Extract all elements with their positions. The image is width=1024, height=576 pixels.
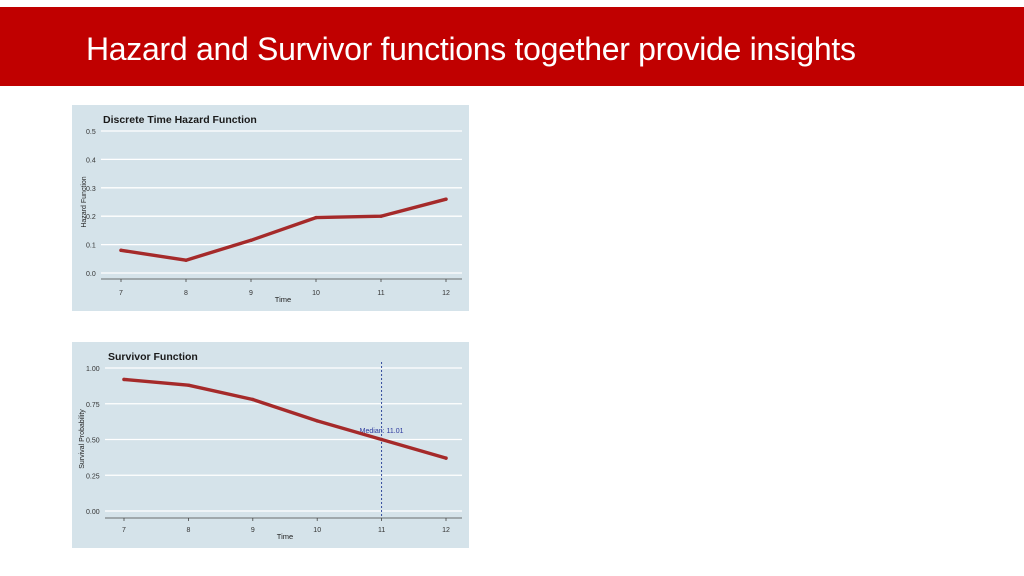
- survivor-median-label: Median: 11.01: [360, 428, 404, 435]
- hazard-data-point: [119, 248, 123, 252]
- survivor-data-point: [251, 397, 255, 402]
- survivor-x-tick-label: 11: [378, 527, 385, 534]
- hazard-data-point: [379, 214, 383, 218]
- survivor-x-tick-label: 10: [313, 527, 321, 534]
- hazard-x-tick-label: 12: [442, 290, 450, 297]
- survivor-y-tick-label: 0.25: [86, 473, 100, 480]
- survivor-x-tick-label: 9: [251, 527, 255, 534]
- hazard-y-tick-label: 0.1: [86, 243, 96, 250]
- hazard-data-point: [184, 258, 188, 262]
- hazard-x-tick-label: 7: [119, 290, 123, 297]
- hazard-background: [72, 105, 469, 311]
- survivor-data-point: [315, 419, 319, 423]
- survivor-y-tick-label: 1.00: [86, 366, 100, 373]
- survivor-x-tick-label: 7: [122, 527, 126, 534]
- survivor-chart: 0.00 0.25 0.50 0.75 1.00 7 8 9 10 11 12 Survivor Fu…: [72, 342, 469, 548]
- survivor-x-tick-label: 12: [442, 527, 450, 534]
- hazard-chart: 0.0 0.1 0.2 0.3 0.4 0.5 7 8 9 10 11 12 Discrete Time…: [72, 105, 469, 311]
- hazard-x-tick-label: 8: [184, 290, 188, 297]
- survivor-x-tick-label: 8: [186, 527, 190, 534]
- hazard-y-tick-label: 0.4: [86, 157, 96, 164]
- survivor-y-tick-label: 0.00: [86, 509, 100, 516]
- hazard-data-point: [444, 197, 448, 201]
- survivor-title: Survivor Function: [108, 351, 198, 363]
- hazard-data-point: [314, 215, 318, 220]
- survivor-data-point: [186, 383, 191, 387]
- hazard-y-axis-label: Hazard Function: [81, 176, 88, 227]
- survivor-x-axis-label: Time: [277, 532, 293, 541]
- survivor-series-line: [122, 377, 448, 460]
- hazard-title: Discrete Time Hazard Function: [103, 114, 257, 126]
- slide-header: Hazard and Survivor functions together p…: [0, 7, 1024, 86]
- hazard-x-tick-label: 10: [312, 290, 320, 297]
- survivor-data-point: [379, 437, 384, 442]
- hazard-data-point: [249, 238, 253, 243]
- survivor-y-tick-label: 0.75: [86, 402, 100, 409]
- hazard-y-tick-label: 0.5: [86, 129, 96, 136]
- survivor-chart-panel: 0.00 0.25 0.50 0.75 1.00 7 8 9 10 11 12 Survivor Fu…: [72, 342, 469, 548]
- survivor-background: [72, 342, 469, 548]
- hazard-x-tick-label: 11: [377, 290, 384, 297]
- hazard-chart-panel: 0.0 0.1 0.2 0.3 0.4 0.5 7 8 9 10 11 12 Discrete Time…: [72, 105, 469, 311]
- hazard-y-tick-label: 0.2: [86, 214, 96, 221]
- survivor-y-axis-label: Survival Probability: [79, 409, 86, 469]
- survivor-data-point: [444, 456, 448, 460]
- survivor-y-tick-label: 0.50: [86, 438, 100, 445]
- hazard-y-tick-label: 0.0: [86, 271, 96, 278]
- hazard-x-tick-label: 9: [249, 290, 253, 297]
- survivor-data-point: [122, 377, 126, 382]
- slide-title: Hazard and Survivor functions together p…: [86, 31, 856, 67]
- hazard-x-axis-label: Time: [275, 295, 291, 304]
- hazard-series-line: [119, 197, 448, 262]
- hazard-y-tick-label: 0.3: [86, 186, 96, 193]
